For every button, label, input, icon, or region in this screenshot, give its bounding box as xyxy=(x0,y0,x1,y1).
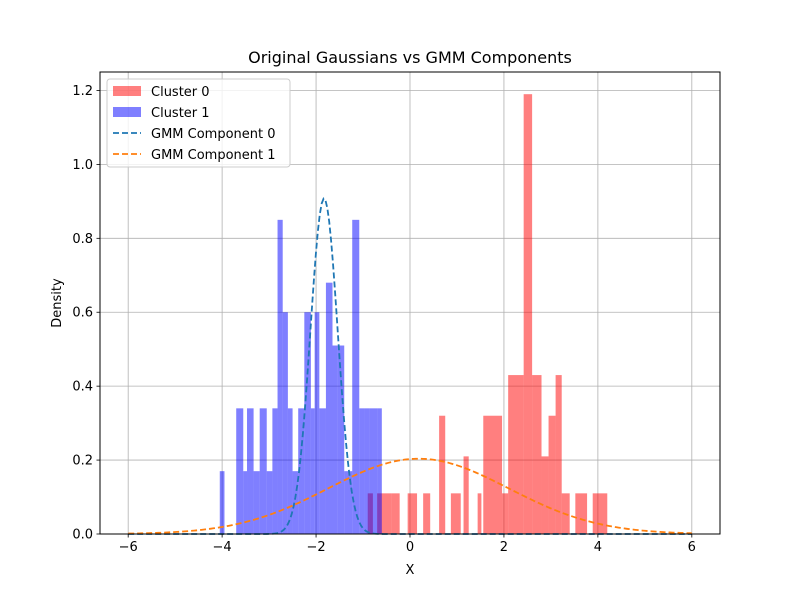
y-tick-label: 0.2 xyxy=(72,454,93,469)
histogram-bar-cluster-1 xyxy=(277,219,283,534)
legend-label-3: GMM Component 1 xyxy=(151,148,276,163)
histogram-bar-cluster-0 xyxy=(523,94,533,535)
histogram-bar-cluster-0 xyxy=(541,456,549,534)
histogram-bar-cluster-1 xyxy=(247,408,254,534)
legend-swatch-0 xyxy=(113,86,141,96)
histogram-bar-cluster-1 xyxy=(272,408,278,534)
x-axis-label: X xyxy=(406,563,415,578)
histogram-bar-cluster-0 xyxy=(483,415,503,534)
y-tick-label: 1.0 xyxy=(72,158,93,173)
histogram-bar-cluster-1 xyxy=(298,408,305,534)
histogram-bar-cluster-1 xyxy=(219,471,225,534)
x-axis-ticks: −6 −4 −2 0 2 4 6 xyxy=(119,534,696,555)
histogram-bar-cluster-0 xyxy=(575,493,588,534)
x-tick-label: 4 xyxy=(594,540,602,555)
y-axis-ticks: 0.0 0.2 0.4 0.6 0.8 1.0 1.2 xyxy=(72,84,100,543)
y-tick-label: 0.4 xyxy=(72,380,93,395)
histogram-bar-cluster-1 xyxy=(266,471,273,534)
histogram-bar-cluster-1 xyxy=(259,408,267,534)
histogram-bar-cluster-1 xyxy=(319,408,326,534)
legend-entries: Cluster 0 Cluster 1 GMM Component 0 GMM Com… xyxy=(113,85,276,163)
x-tick-label: 0 xyxy=(406,540,414,555)
histogram-bar-cluster-0 xyxy=(423,493,431,534)
histogram-bar-cluster-1 xyxy=(369,408,378,534)
histogram-bar-cluster-1 xyxy=(332,345,338,534)
histogram-bar-cluster-1 xyxy=(304,312,311,534)
histogram-bar-cluster-0 xyxy=(391,493,400,534)
y-tick-label: 0.6 xyxy=(72,306,93,321)
legend-label-1: Cluster 1 xyxy=(151,106,210,121)
y-axis-label: Density xyxy=(50,278,65,328)
histogram-bar-cluster-1 xyxy=(287,408,293,534)
histogram-bar-cluster-0 xyxy=(450,493,461,534)
histogram-bar-cluster-1 xyxy=(377,408,382,534)
y-tick-label: 1.2 xyxy=(72,84,93,99)
chart-title: Original Gaussians vs GMM Components xyxy=(248,48,572,67)
histogram-bar-cluster-1 xyxy=(236,408,244,534)
histogram-bar-cluster-1 xyxy=(337,345,345,534)
x-tick-label: −2 xyxy=(306,540,325,555)
x-tick-label: 6 xyxy=(688,540,696,555)
histogram-bar-cluster-0 xyxy=(477,493,482,534)
histogram-bar-cluster-1 xyxy=(282,312,288,534)
histogram-bar-cluster-0 xyxy=(508,375,524,534)
histogram-bar-cluster-0 xyxy=(439,415,446,534)
histogram-bar-cluster-1 xyxy=(364,408,370,534)
legend-swatch-1 xyxy=(113,107,141,117)
histogram-bars xyxy=(219,94,608,535)
y-tick-label: 0.0 xyxy=(72,528,93,543)
legend: Cluster 0 Cluster 1 GMM Component 0 GMM Com… xyxy=(106,78,291,168)
histogram-bar-cluster-0 xyxy=(548,415,556,534)
histogram-bar-cluster-1 xyxy=(352,219,360,534)
histogram-bar-cluster-1 xyxy=(292,471,299,534)
histogram-bar-cluster-0 xyxy=(592,493,608,534)
x-tick-label: −6 xyxy=(119,540,138,555)
legend-label-0: Cluster 0 xyxy=(151,85,210,100)
histogram-bar-cluster-0 xyxy=(502,493,509,534)
histogram-bar-cluster-0 xyxy=(407,493,418,534)
histogram-bar-cluster-1 xyxy=(314,312,320,534)
histogram-bar-cluster-1 xyxy=(325,282,333,534)
y-tick-label: 0.8 xyxy=(72,232,93,247)
gmm-component-1-curve xyxy=(128,457,692,535)
histogram-bar-cluster-1 xyxy=(344,471,353,534)
histogram-bar-cluster-1 xyxy=(253,471,260,534)
histogram-bar-cluster-0 xyxy=(463,456,469,534)
x-tick-label: −4 xyxy=(213,540,232,555)
histogram-bar-cluster-1 xyxy=(359,408,365,534)
x-tick-label: 2 xyxy=(500,540,508,555)
histogram-bar-cluster-0 xyxy=(555,375,562,534)
histogram-bar-cluster-1 xyxy=(243,471,248,534)
histogram-bar-cluster-1 xyxy=(310,408,315,534)
histogram-bar-cluster-0 xyxy=(532,375,542,534)
legend-frame xyxy=(106,78,291,168)
legend-label-2: GMM Component 0 xyxy=(151,127,276,142)
